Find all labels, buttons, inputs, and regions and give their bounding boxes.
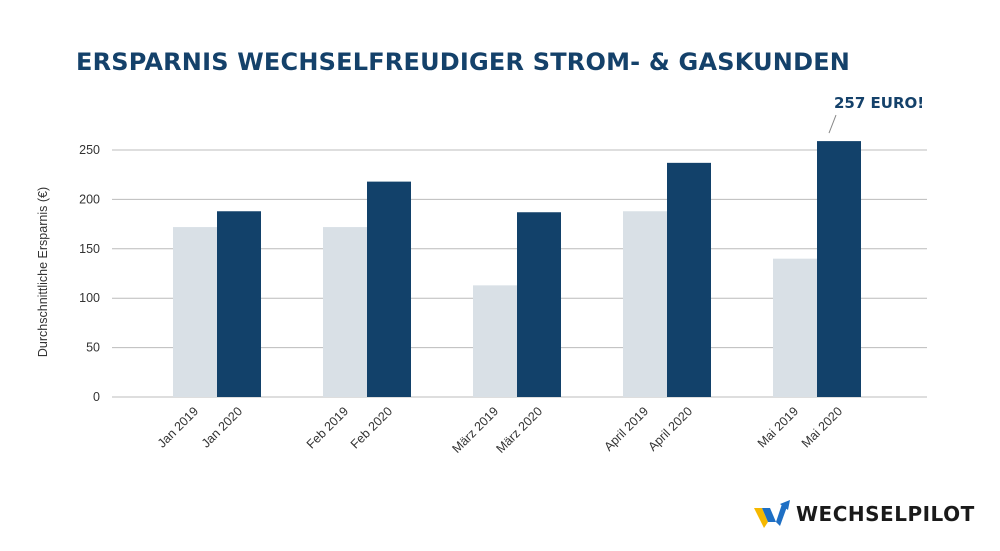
y-tick-label: 100 (79, 291, 100, 305)
y-tick-label: 0 (93, 390, 100, 404)
bar-2020-mrz (517, 212, 561, 397)
callout-leader (828, 114, 837, 134)
callout-annotation: 257 EURO! (828, 94, 924, 134)
y-tick-label: 150 (79, 242, 100, 256)
x-tick-label: Mai 2019 (755, 404, 801, 450)
wechselpilot-logo-icon (754, 500, 790, 528)
callout-text: 257 EURO! (834, 94, 924, 112)
x-tick-label: Feb 2020 (348, 404, 395, 451)
y-axis-label: Durchschnittliche Ersparnis (€) (36, 187, 50, 357)
bar-2020-jan (217, 211, 261, 397)
x-tick-label: Jan 2020 (199, 404, 245, 450)
bar-2020-feb (367, 181, 411, 397)
x-tick-label: März 2020 (493, 404, 545, 456)
bar-2019-mai (773, 258, 817, 397)
y-tick-label: 50 (86, 341, 100, 355)
y-tick-label: 250 (79, 143, 100, 157)
bar-2019-feb (323, 227, 367, 397)
bar-2019-april (623, 211, 667, 397)
bar-2020-april (667, 162, 711, 397)
y-tick-labels: 0 50 100 150 200 250 (79, 143, 100, 404)
x-tick-label: April 2020 (645, 404, 695, 454)
wechselpilot-logo: WECHSELPILOT (754, 498, 975, 530)
x-tick-label: Jan 2019 (155, 404, 201, 450)
y-tick-label: 200 (79, 192, 100, 206)
x-tick-label: Mai 2020 (799, 404, 845, 450)
bar-2019-jan (173, 227, 217, 397)
logo-text: WECHSELPILOT (796, 502, 975, 526)
x-tick-label: April 2019 (601, 404, 651, 454)
x-tick-label: März 2019 (449, 404, 501, 456)
x-tick-label: Feb 2019 (304, 404, 351, 451)
bars (173, 141, 861, 397)
chart-title: ERSPARNIS WECHSELFREUDIGER STROM- & GASK… (76, 48, 851, 76)
bar-2019-mrz (473, 285, 517, 397)
bar-2020-mai (817, 141, 861, 397)
